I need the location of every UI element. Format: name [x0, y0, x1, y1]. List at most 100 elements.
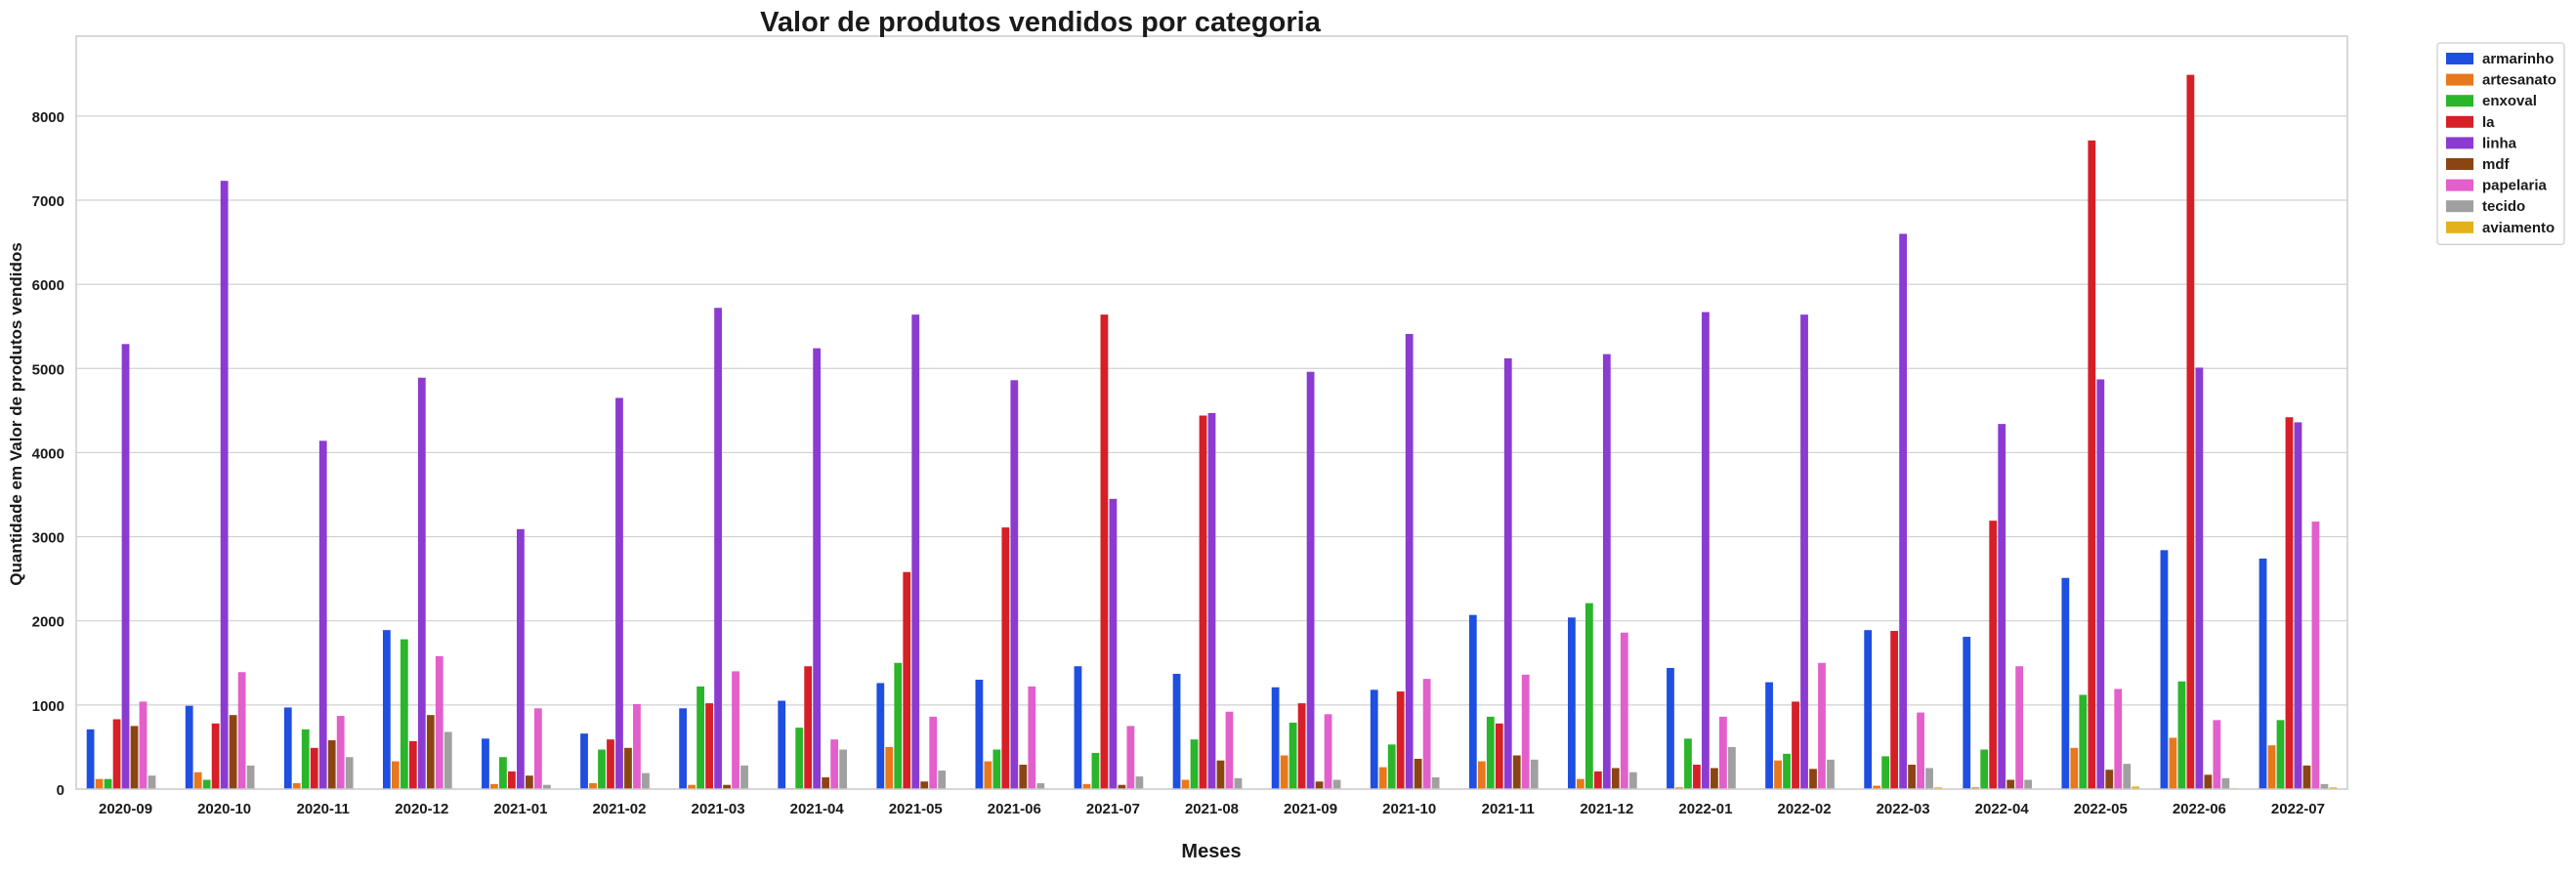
bar-tecido-2021-03	[740, 765, 748, 789]
legend-swatch	[2446, 53, 2473, 64]
y-tick-label: 7000	[32, 193, 64, 210]
x-tick-label: 2021-03	[692, 801, 745, 817]
bar-linha-2022-04	[1998, 424, 2006, 789]
bar-papelaria-2022-07	[2311, 521, 2320, 789]
bar-linha-2021-08	[1207, 412, 1216, 789]
bar-papelaria-2020-09	[139, 701, 148, 789]
x-tick-label: 2021-08	[1185, 801, 1239, 817]
bar-linha-2021-12	[1602, 354, 1611, 789]
bar-la-2021-09	[1297, 703, 1306, 789]
x-tick-label: 2021-09	[1284, 801, 1337, 817]
bar-tecido-2022-05	[2123, 764, 2132, 789]
bar-enxoval-2022-03	[1881, 756, 1890, 789]
bar-artesanato-2021-07	[1082, 783, 1091, 789]
legend-label: tecido	[2482, 198, 2525, 215]
bar-armarinho-2022-05	[2061, 577, 2070, 789]
bar-artesanato-2020-10	[193, 772, 202, 789]
bar-mdf-2021-09	[1315, 781, 1324, 789]
y-tick-label: 2000	[32, 614, 64, 631]
bar-la-2021-02	[607, 739, 614, 789]
bar-enxoval-2021-10	[1387, 744, 1396, 789]
bar-armarinho-2021-02	[580, 733, 588, 789]
legend-label: mdf	[2482, 156, 2511, 173]
bar-artesanato-2021-03	[688, 784, 697, 789]
x-tick-label: 2020-09	[99, 801, 152, 817]
bar-enxoval-2021-07	[1091, 752, 1100, 789]
bar-tecido-2021-01	[542, 784, 551, 789]
bar-armarinho-2021-10	[1370, 689, 1378, 789]
bar-linha-2021-03	[714, 308, 722, 789]
bar-tecido-2021-02	[642, 772, 650, 789]
bar-artesanato-2022-04	[1971, 787, 1980, 789]
bar-la-2021-08	[1199, 415, 1207, 789]
x-tick-label: 2021-04	[790, 801, 845, 817]
x-tick-label: 2021-02	[592, 801, 646, 817]
bar-tecido-2022-01	[1727, 746, 1736, 789]
x-tick-label: 2022-02	[1777, 801, 1831, 817]
bar-artesanato-2021-06	[984, 761, 992, 789]
legend-item-aviamento: aviamento	[2446, 220, 2555, 236]
bar-mdf-2020-12	[426, 715, 435, 789]
bar-mdf-2021-03	[723, 784, 731, 789]
bar-linha-2020-09	[121, 344, 130, 789]
bar-mdf-2021-07	[1118, 784, 1126, 789]
x-tick-label: 2021-07	[1086, 801, 1140, 817]
x-tick-label: 2020-11	[297, 801, 350, 817]
y-tick-label: 5000	[32, 361, 64, 378]
bar-tecido-2020-09	[148, 775, 156, 789]
x-tick-labels: 2020-09 2020-10 2020-11 2020-12 2021-01 2021-…	[99, 801, 2325, 817]
bar-linha-2021-02	[615, 397, 623, 789]
bar-enxoval-2021-08	[1190, 739, 1199, 789]
bar-mdf-2021-06	[1019, 765, 1028, 789]
bar-enxoval-2022-06	[2177, 681, 2186, 789]
bar-artesanato-2022-03	[1873, 785, 1881, 789]
bar-armarinho-2022-06	[2160, 550, 2169, 789]
legend: armarinho artesanato enxoval la linha mdf pape…	[2436, 42, 2565, 245]
bar-enxoval-2021-12	[1584, 603, 1593, 789]
x-tick-label: 2021-01	[493, 801, 547, 817]
bar-enxoval-2020-10	[202, 779, 211, 789]
bar-artesanato-2021-12	[1576, 778, 1584, 789]
legend-label: enxoval	[2482, 93, 2537, 109]
plot-frame	[75, 35, 2348, 790]
bar-linha-2021-04	[813, 348, 822, 789]
bar-papelaria-2021-09	[1324, 714, 1332, 789]
bar-papelaria-2021-12	[1620, 632, 1628, 789]
bar-enxoval-2022-07	[2276, 720, 2285, 789]
bar-papelaria-2021-01	[533, 708, 542, 789]
bar-armarinho-2022-07	[2259, 558, 2267, 789]
bar-linha-2021-09	[1306, 371, 1315, 789]
bar-la-2021-10	[1396, 691, 1405, 789]
x-tick-label: 2021-11	[1482, 801, 1535, 817]
bar-enxoval-2021-02	[598, 749, 606, 789]
legend-item-enxoval: enxoval	[2446, 93, 2537, 109]
bar-tecido-2020-10	[246, 765, 255, 789]
legend-item-mdf: mdf	[2446, 156, 2511, 173]
bar-la-2021-06	[1001, 527, 1010, 789]
chart-title: Valor de produtos vendidos por categoria	[760, 7, 1322, 38]
bar-enxoval-2022-02	[1783, 753, 1791, 789]
bar-tecido-2021-09	[1332, 779, 1341, 789]
legend-label: papelaria	[2482, 178, 2548, 194]
bar-papelaria-2022-01	[1719, 716, 1727, 789]
bars	[86, 74, 2338, 790]
bar-armarinho-2020-09	[86, 729, 95, 789]
bar-papelaria-2022-06	[2213, 720, 2221, 789]
bar-mdf-2021-12	[1611, 768, 1620, 789]
bar-mdf-2020-10	[229, 715, 237, 789]
x-tick-label: 2020-10	[197, 801, 251, 817]
x-tick-label: 2021-12	[1580, 801, 1633, 817]
bar-tecido-2021-05	[938, 771, 947, 789]
x-tick-label: 2022-05	[2074, 801, 2128, 817]
legend-items: armarinho artesanato enxoval la linha mdf pape…	[2446, 51, 2556, 236]
bar-linha-2021-06	[1010, 380, 1019, 789]
bar-artesanato-2020-11	[292, 782, 301, 789]
bar-linha-2022-01	[1702, 312, 1710, 789]
bar-la-2020-12	[408, 740, 417, 789]
bar-linha-2022-07	[2294, 422, 2302, 789]
bar-tecido-2021-08	[1234, 777, 1243, 789]
bar-enxoval-2021-04	[795, 728, 804, 789]
x-tick-label: 2022-06	[2173, 801, 2226, 817]
bar-artesanato-2022-02	[1774, 760, 1782, 789]
bar-armarinho-2021-06	[975, 680, 984, 789]
